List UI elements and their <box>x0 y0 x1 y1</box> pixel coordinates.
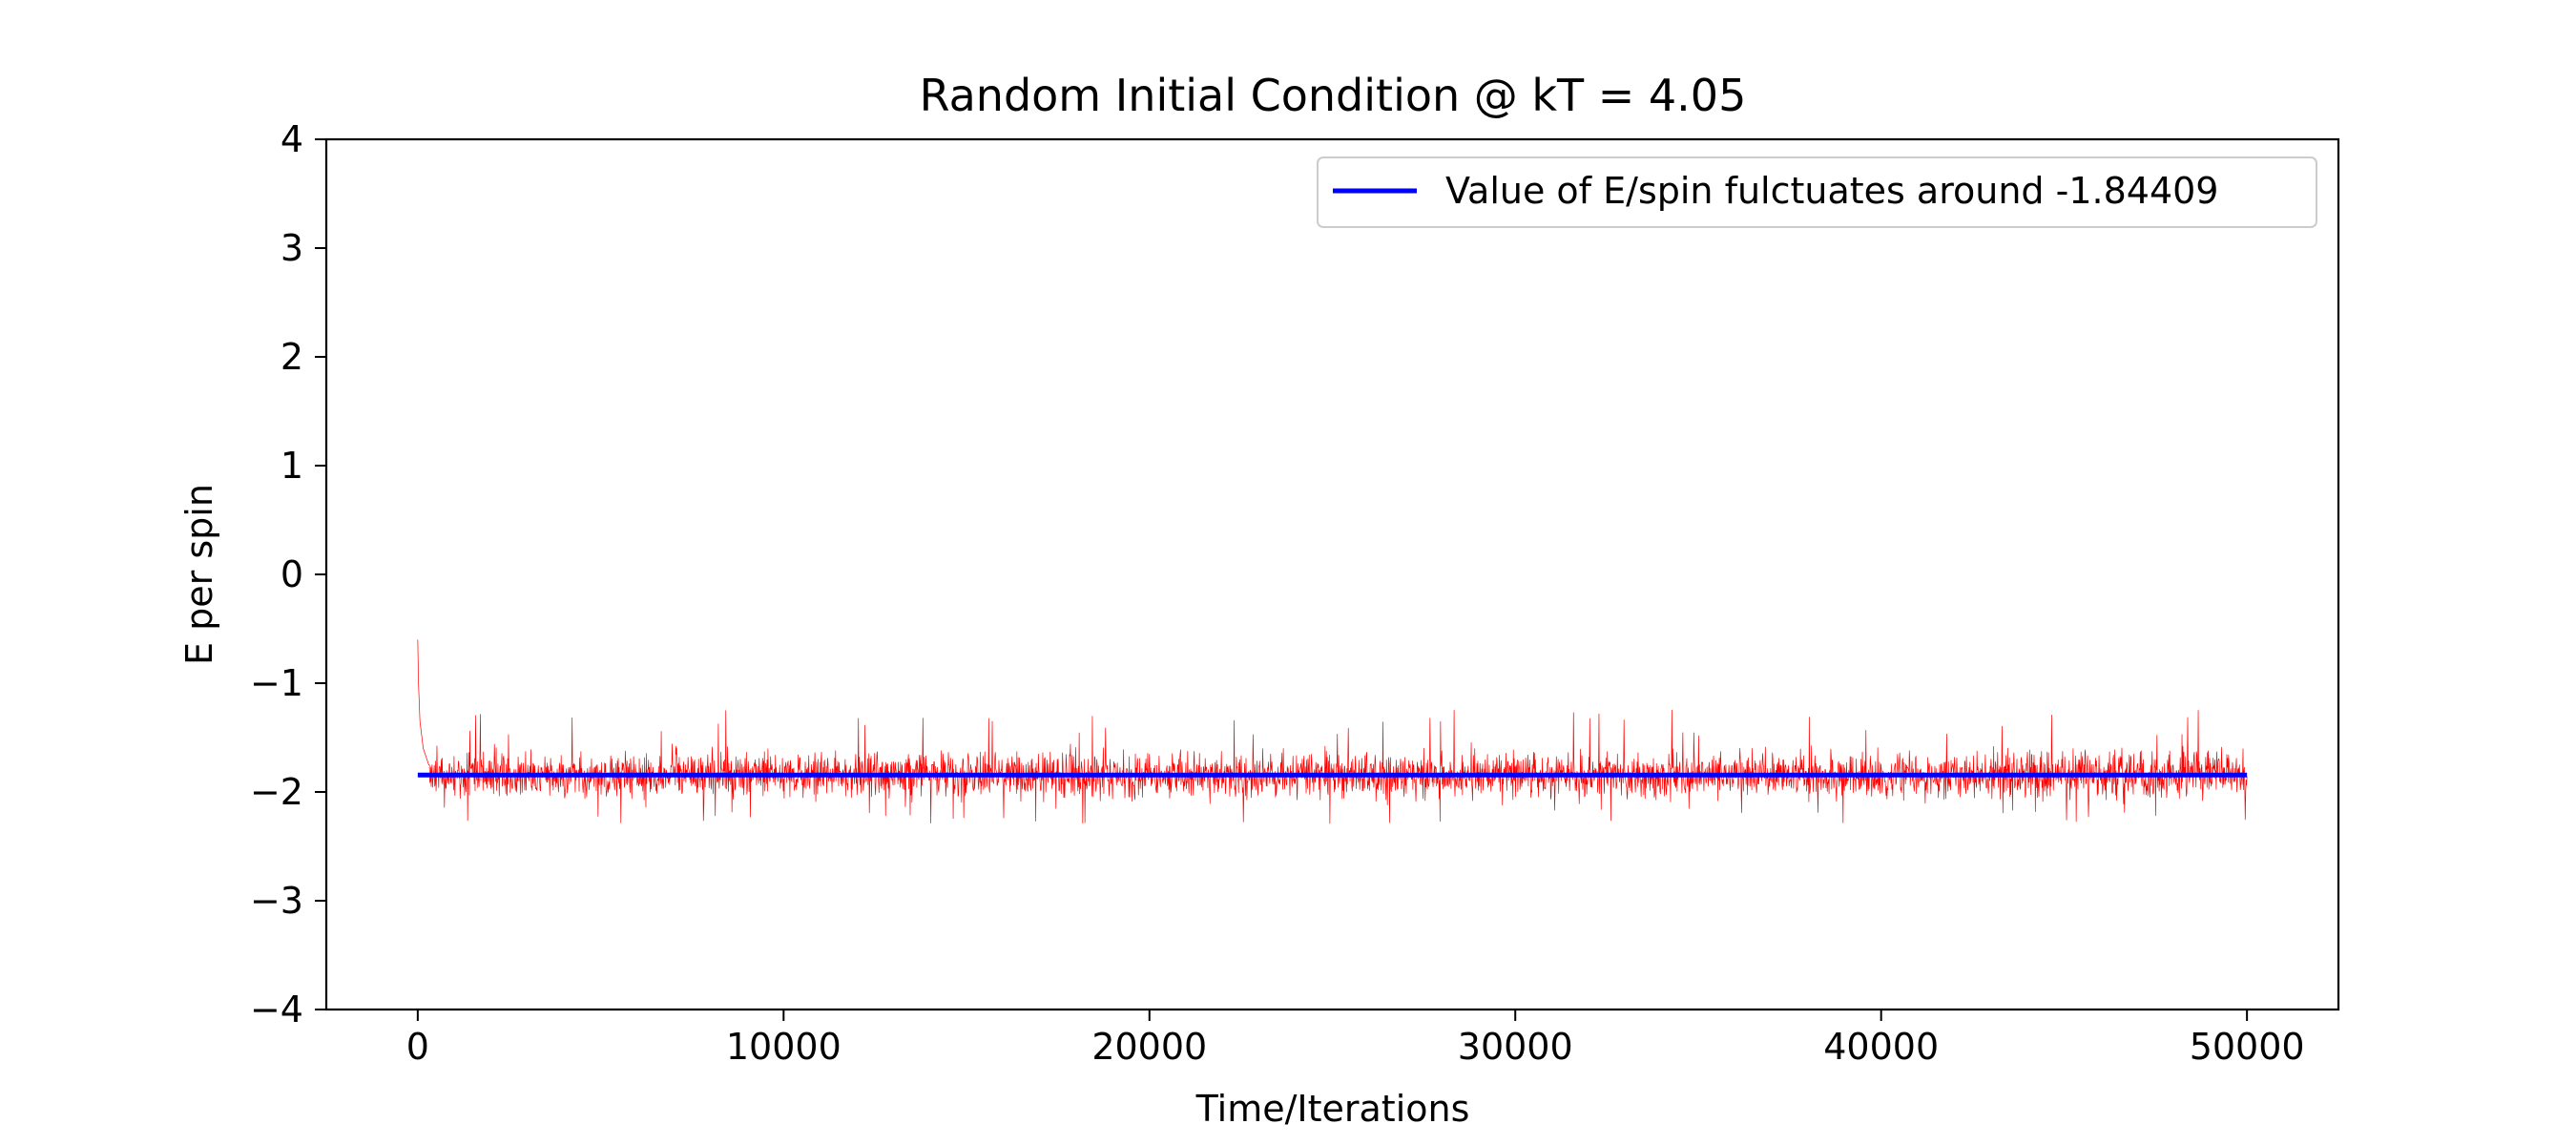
x-tick-label: 0 <box>406 1026 429 1068</box>
plot-area <box>417 639 2248 824</box>
y-tick-label: 2 <box>280 336 303 378</box>
x-tick-label: 50000 <box>2190 1026 2305 1068</box>
y-tick-label: −3 <box>250 880 303 922</box>
y-tick-label: 1 <box>280 445 303 487</box>
y-tick-label: −1 <box>250 662 303 704</box>
y-tick-label: −2 <box>250 771 303 813</box>
x-tick-label: 10000 <box>726 1026 841 1068</box>
y-axis: −4 −3 −2 −1 0 1 2 3 4 <box>250 118 326 1030</box>
series-energy-trace <box>417 639 2248 824</box>
x-tick-label: 40000 <box>1823 1026 1939 1068</box>
y-tick-label: 0 <box>280 553 303 595</box>
legend: Value of E/spin fulctuates around -1.844… <box>1317 156 2317 228</box>
x-axis: 0 10000 20000 30000 40000 50000 <box>406 1010 2305 1068</box>
chart-title: Random Initial Condition @ kT = 4.05 <box>920 70 1747 121</box>
x-tick-label: 20000 <box>1091 1026 1207 1068</box>
x-axis-label: Time/Iterations <box>1195 1088 1470 1130</box>
x-tick-label: 30000 <box>1458 1026 1573 1068</box>
y-tick-label: −4 <box>250 989 303 1030</box>
y-tick-label: 3 <box>280 227 303 269</box>
y-tick-label: 4 <box>280 118 303 160</box>
legend-label-mean-line: Value of E/spin fulctuates around -1.844… <box>1445 170 2218 212</box>
legend-box <box>1317 156 2317 228</box>
y-axis-label: E per spin <box>178 484 220 665</box>
